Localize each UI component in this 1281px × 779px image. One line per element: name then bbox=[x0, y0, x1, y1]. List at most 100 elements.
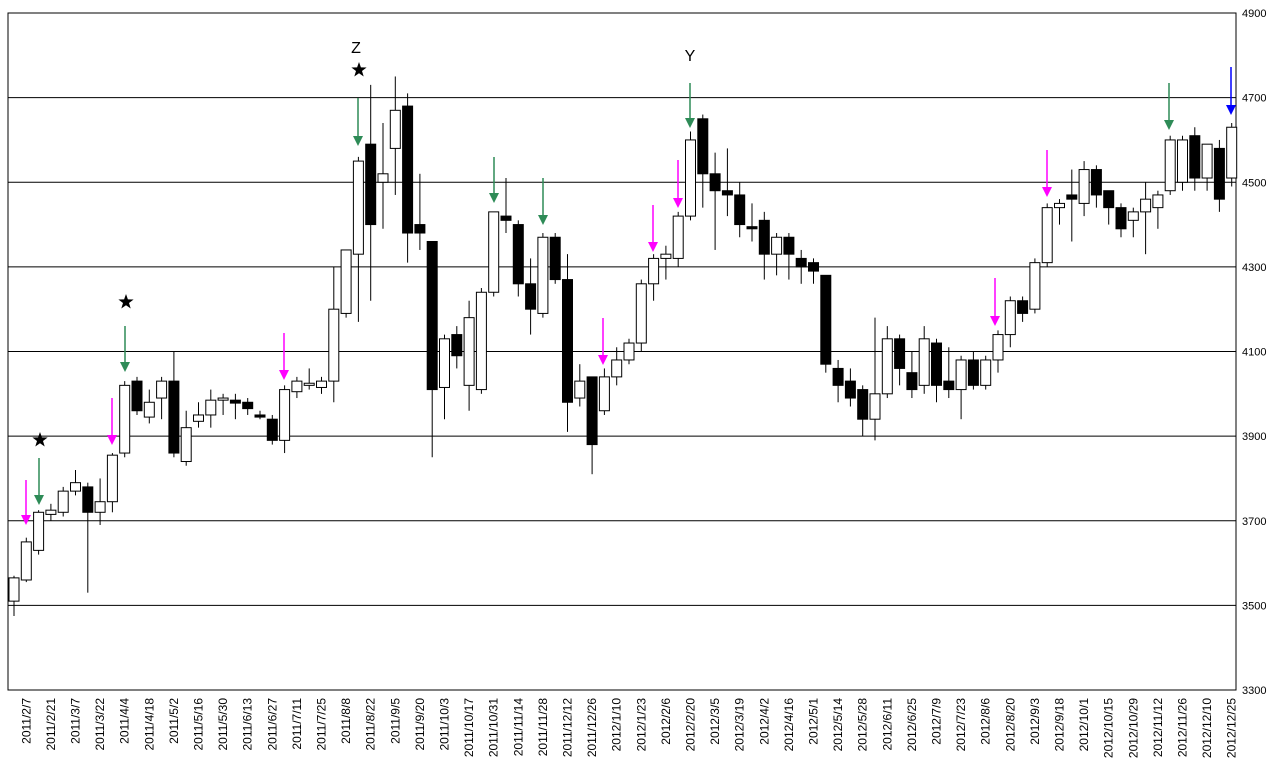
x-tick-label: 2012/6/11 bbox=[880, 698, 894, 751]
candle-body bbox=[45, 509, 57, 515]
candle-body bbox=[709, 173, 721, 192]
x-tick-label: 2012/8/20 bbox=[1003, 698, 1017, 752]
x-tick-label: 2011/9/5 bbox=[388, 698, 402, 744]
x-tick-label: 2011/10/31 bbox=[487, 698, 501, 757]
arrow-head bbox=[648, 242, 658, 252]
x-tick-label: 2011/7/11 bbox=[290, 698, 304, 750]
candle-body bbox=[119, 384, 131, 454]
y-tick-label: 3900 bbox=[1242, 431, 1266, 443]
candle-body bbox=[1127, 211, 1139, 221]
candle-body bbox=[672, 215, 684, 259]
x-tick-label: 2011/4/4 bbox=[118, 698, 132, 744]
candle-body bbox=[648, 257, 660, 285]
x-tick-label: 2012/8/6 bbox=[979, 698, 993, 745]
candle-body bbox=[623, 342, 635, 361]
x-tick-label: 2012/12/10 bbox=[1200, 698, 1214, 758]
y-tick-label: 4700 bbox=[1242, 93, 1266, 105]
candle-body bbox=[106, 454, 118, 503]
candle-body bbox=[1140, 198, 1152, 213]
candle-body bbox=[1017, 300, 1029, 314]
candle-body bbox=[906, 372, 918, 391]
x-tick-label: 2012/11/12 bbox=[1151, 698, 1165, 757]
x-tick-label: 2011/9/20 bbox=[413, 698, 427, 751]
candle-body bbox=[537, 236, 549, 314]
candle-body bbox=[205, 399, 217, 416]
x-tick-label: 2011/8/8 bbox=[339, 698, 353, 744]
arrow-head bbox=[598, 355, 608, 365]
candle-body bbox=[1004, 300, 1016, 336]
arrow-head bbox=[673, 198, 683, 208]
arrow-head bbox=[538, 215, 548, 225]
candle-body bbox=[1189, 135, 1201, 179]
y-tick-label: 3700 bbox=[1242, 516, 1266, 528]
x-tick-label: 2012/2/20 bbox=[684, 698, 698, 752]
candle-body bbox=[980, 359, 992, 386]
arrows bbox=[21, 62, 1236, 525]
candle-body bbox=[795, 257, 807, 268]
y-tick-label: 4300 bbox=[1242, 262, 1266, 274]
candle-body bbox=[820, 274, 832, 365]
candle-body bbox=[217, 397, 229, 401]
candle-body bbox=[758, 219, 770, 255]
x-tick-label: 2011/7/25 bbox=[315, 698, 329, 751]
candle-body bbox=[746, 226, 758, 230]
candle-body bbox=[869, 393, 881, 420]
candle-body bbox=[291, 380, 303, 393]
candles bbox=[8, 76, 1238, 616]
x-tick-label: 2012/1/10 bbox=[610, 698, 624, 752]
candle-body bbox=[1029, 262, 1041, 310]
arrow-head bbox=[1226, 105, 1236, 115]
x-tick-label: 2011/4/18 bbox=[142, 698, 156, 751]
candle-body bbox=[279, 389, 291, 441]
candle-body bbox=[635, 283, 647, 344]
x-tick-label: 2012/10/15 bbox=[1102, 698, 1116, 758]
candle-body bbox=[697, 118, 709, 175]
candle-body bbox=[992, 334, 1004, 361]
candle-body bbox=[143, 401, 155, 418]
candle-body bbox=[414, 224, 426, 234]
candle-body bbox=[402, 105, 414, 234]
x-tick-label: 2011/12/26 bbox=[585, 698, 599, 757]
candle-body bbox=[1078, 169, 1090, 204]
star bbox=[118, 294, 134, 309]
candle-body bbox=[33, 511, 45, 551]
y-tick-label: 3500 bbox=[1242, 600, 1266, 612]
annotation: Z bbox=[351, 40, 361, 57]
candle-body bbox=[967, 359, 979, 386]
candle-body bbox=[1090, 169, 1102, 196]
x-tick-label: 2012/4/16 bbox=[782, 698, 796, 752]
x-tick-label: 2011/3/22 bbox=[93, 698, 107, 751]
candle-body bbox=[180, 427, 192, 463]
x-tick-label: 2011/3/7 bbox=[69, 698, 83, 744]
candle-body bbox=[488, 211, 500, 293]
candle-body bbox=[57, 490, 69, 513]
annotation: Y bbox=[685, 48, 696, 65]
candle-body bbox=[1066, 194, 1078, 200]
x-tick-label: 2012/10/1 bbox=[1077, 698, 1091, 752]
y-tick-label: 4500 bbox=[1242, 177, 1266, 189]
x-tick-label: 2011/6/27 bbox=[265, 698, 279, 751]
candle-body bbox=[512, 224, 524, 285]
candle-body bbox=[475, 291, 487, 391]
x-tick-label: 2012/9/18 bbox=[1053, 698, 1067, 752]
x-tick-label: 2012/6/25 bbox=[905, 698, 919, 752]
candle-body bbox=[1164, 139, 1176, 192]
x-tick-label: 2011/5/30 bbox=[216, 698, 230, 751]
x-tick-label: 2012/5/28 bbox=[856, 698, 870, 752]
candle-body bbox=[586, 376, 598, 446]
candle-body bbox=[70, 482, 81, 492]
candle-body bbox=[1054, 202, 1065, 209]
candle-body bbox=[316, 380, 327, 388]
x-tick-label: 2011/10/3 bbox=[438, 698, 452, 751]
x-tick-label: 2012/7/23 bbox=[954, 698, 968, 752]
x-tick-label: 2012/7/9 bbox=[930, 698, 944, 745]
candle-body bbox=[377, 173, 389, 183]
candle-body bbox=[808, 262, 819, 272]
candle-body bbox=[168, 380, 180, 454]
candle-body bbox=[229, 399, 241, 404]
candle-body bbox=[20, 541, 32, 581]
candle-body bbox=[734, 194, 746, 226]
candle-body bbox=[598, 376, 610, 412]
x-tick-label: 2011/5/2 bbox=[167, 698, 181, 744]
candle-body bbox=[549, 236, 561, 281]
